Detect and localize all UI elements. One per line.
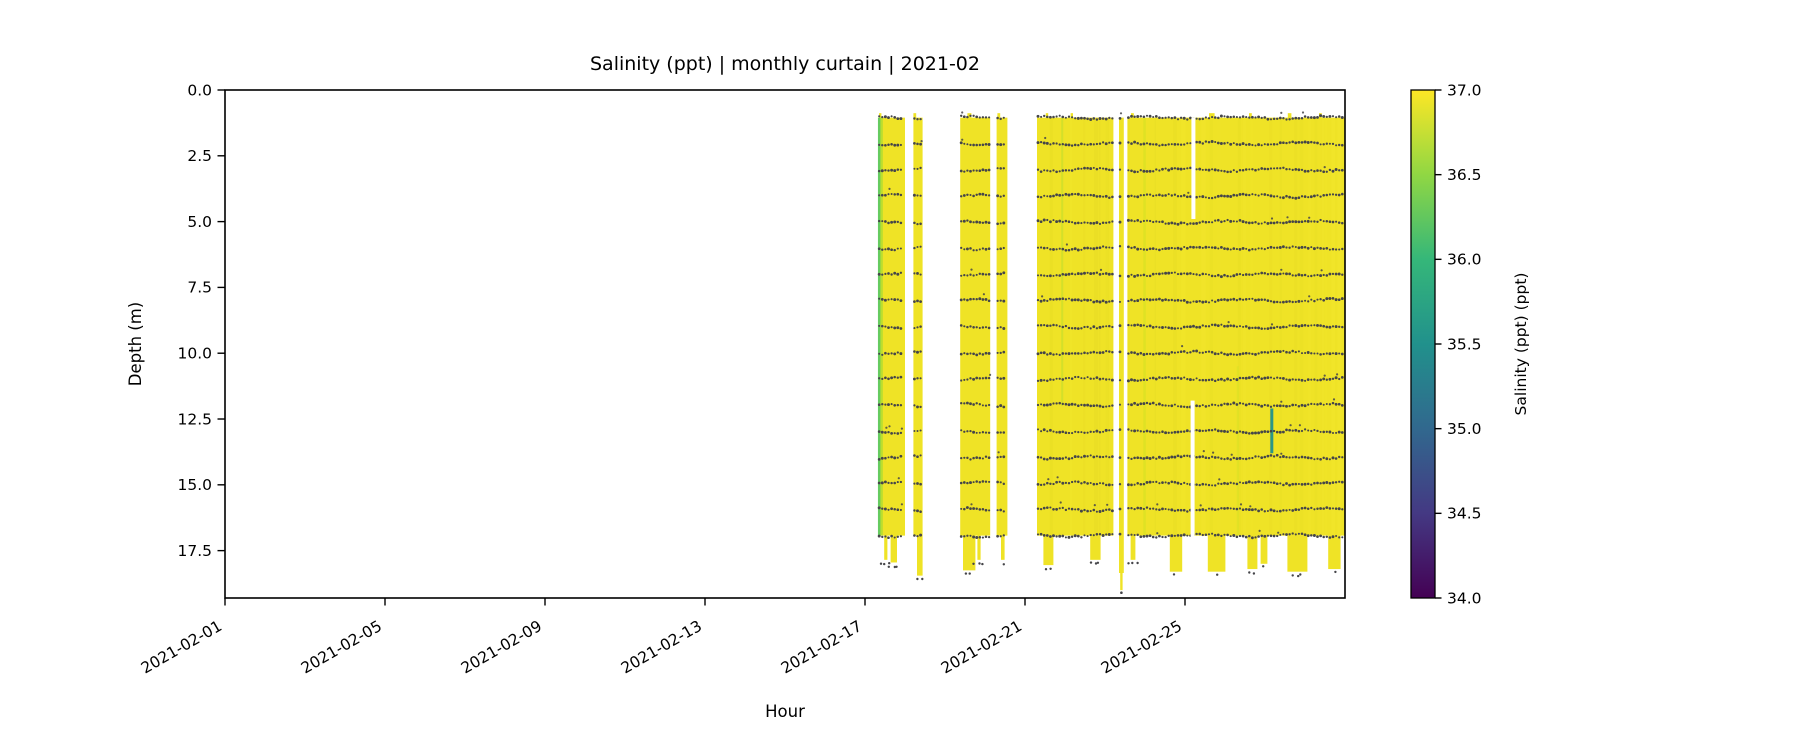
colorbar-tick-label: 35.0 [1447, 420, 1482, 438]
colorbar: 34.0 34.5 35.0 35.5 36.0 36.5 37.0 [1410, 81, 1482, 607]
plot-border [224, 89, 1346, 599]
colorbar-tick-label: 36.0 [1447, 251, 1482, 269]
y-tick-label: 5.0 [187, 213, 212, 231]
colorbar-label: Salinity (ppt) (ppt) [1512, 273, 1530, 416]
colorbar-tick-label: 37.0 [1447, 81, 1482, 99]
x-tick-label: 2021-02-09 [458, 617, 545, 678]
colorbar-gradient [1410, 89, 1436, 599]
x-tick-label: 2021-02-05 [298, 617, 385, 678]
sensor-dot-rows [877, 111, 1344, 594]
colorbar-tick-label: 34.0 [1447, 589, 1482, 607]
y-tick-label: 7.5 [187, 279, 212, 297]
x-tick-label: 2021-02-13 [618, 617, 705, 678]
colorbar-tick-label: 35.5 [1447, 335, 1482, 353]
data-gap-cuts [1190, 117, 1196, 554]
y-tick-label: 2.5 [187, 147, 212, 165]
colorbar-tick-label: 34.5 [1447, 505, 1482, 523]
x-tick-label: 2021-02-21 [938, 617, 1025, 678]
white-gap [1191, 117, 1196, 219]
curtain-segment [1037, 117, 1114, 536]
white-gap [1190, 400, 1195, 554]
x-tick-label: 2021-02-25 [1098, 617, 1185, 678]
colorbar-tick-label: 36.5 [1447, 166, 1482, 184]
y-tick-label: 15.0 [177, 476, 212, 494]
y-tick-label: 17.5 [177, 542, 212, 560]
x-axis-label: Hour [765, 702, 805, 721]
y-tick-label: 0.0 [187, 81, 212, 99]
y-tick-label: 12.5 [177, 410, 212, 428]
y-tick-label: 10.0 [177, 345, 212, 363]
x-tick-label: 2021-02-17 [778, 617, 865, 678]
y-axis-label: Depth (m) [126, 302, 145, 386]
curtain-segment [996, 117, 1008, 536]
x-tick-label: 2021-02-01 [138, 617, 225, 678]
chart-title: Salinity (ppt) | monthly curtain | 2021-… [590, 53, 980, 75]
